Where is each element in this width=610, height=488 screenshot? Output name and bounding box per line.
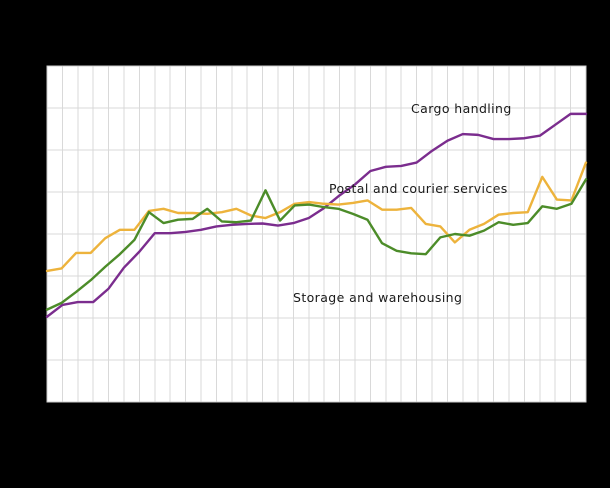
series-line-postal-and-courier-services	[45, 161, 588, 273]
series-lines	[45, 112, 588, 318]
series-label-storage-warehousing: Storage and warehousing	[293, 290, 463, 305]
series-line-cargo-handling	[45, 112, 588, 318]
plot-border	[46, 65, 587, 403]
series-label-postal-courier: Postal and courier services	[329, 181, 508, 196]
series-line-storage-and-warehousing	[45, 178, 588, 311]
series-label-cargo-handling: Cargo handling	[411, 101, 512, 116]
horizontal-gridlines	[47, 107, 586, 361]
